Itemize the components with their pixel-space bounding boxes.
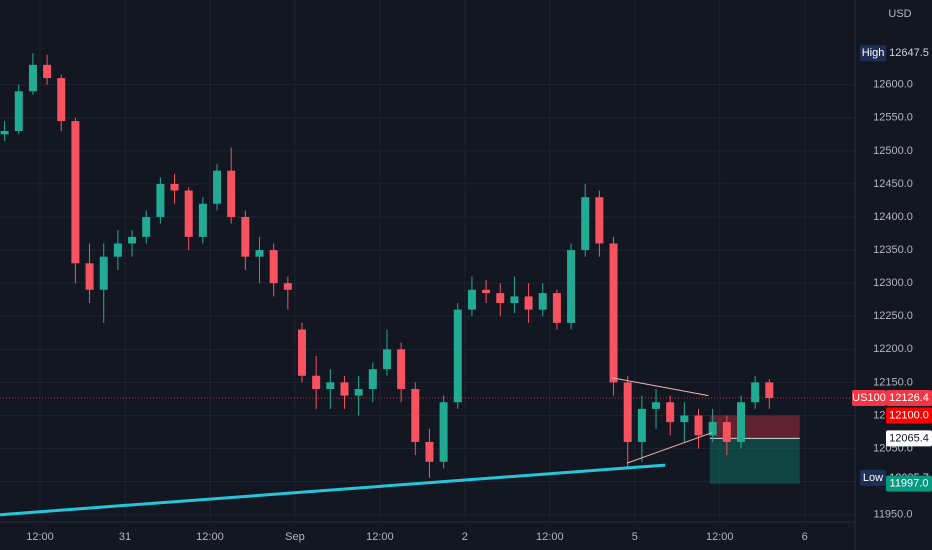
candle-body	[255, 250, 264, 257]
last-value-text: 12126.4	[889, 392, 929, 404]
candle-body	[510, 296, 519, 304]
candle-body	[708, 422, 717, 436]
candle-body	[326, 382, 335, 390]
x-tick-label: 12:00	[196, 531, 224, 543]
trendline	[626, 432, 713, 464]
candle-body	[340, 382, 349, 396]
candle-body	[666, 402, 675, 423]
x-tick-label: 6	[802, 531, 808, 543]
candle-body	[680, 415, 689, 423]
y-tick-label: 12350.0	[873, 244, 913, 256]
y-tick-label: 12500.0	[873, 145, 913, 157]
candle-body	[14, 91, 23, 131]
candle-body	[765, 382, 774, 399]
candle-body	[552, 293, 561, 323]
candle-body	[297, 329, 306, 376]
candle-body	[524, 296, 533, 310]
candle-body	[85, 263, 94, 290]
x-tick-label: 12:00	[536, 531, 564, 543]
candle-body	[227, 170, 236, 218]
candle-body	[0, 130, 9, 135]
candle-body	[156, 183, 165, 218]
low-name-box	[860, 469, 886, 486]
candle-body	[722, 422, 731, 442]
candle-body	[283, 283, 292, 290]
candle-body	[142, 217, 151, 237]
candle-body	[467, 289, 476, 310]
entry-text: 12065.4	[889, 432, 929, 444]
stop-text: 12100.0	[889, 409, 929, 421]
y-tick-label: 12400.0	[873, 211, 913, 223]
currency-label: USD	[888, 8, 911, 20]
y-tick-label: 11950.0	[874, 509, 913, 521]
trendline	[612, 377, 709, 397]
candle-body	[482, 289, 491, 294]
candle-body	[652, 402, 661, 409]
last-value-box	[886, 390, 932, 407]
x-tick-label: 12:00	[366, 531, 394, 543]
stop-zone	[709, 415, 800, 439]
candle-body	[595, 197, 604, 244]
candle-body	[425, 441, 434, 462]
y-tick-label: 12600.0	[873, 79, 913, 91]
last-name-box	[852, 390, 886, 407]
candle-body	[411, 389, 420, 442]
candle-body	[453, 309, 462, 403]
target-text: 11997.0	[890, 478, 929, 490]
candle-body	[354, 389, 363, 396]
y-tick-label: 12300.0	[873, 277, 913, 289]
x-tick-label: 12:00	[706, 531, 734, 543]
y-tick-label: 12550.0	[873, 112, 913, 124]
candle-body	[57, 78, 66, 122]
candle-body	[99, 256, 108, 290]
target-zone	[709, 438, 800, 484]
candle-body	[382, 349, 391, 370]
candle-body	[737, 402, 745, 442]
candle-body	[751, 382, 760, 403]
candle-body	[312, 375, 321, 390]
candle-body	[213, 170, 222, 204]
x-tick-label: 31	[119, 531, 131, 543]
candle-body	[269, 250, 278, 284]
y-tick-label: 12250.0	[873, 310, 913, 322]
candle-body	[496, 293, 505, 304]
trendline	[0, 463, 666, 517]
x-tick-label: Sep	[285, 531, 305, 543]
y-tick-label: 12150.0	[873, 376, 913, 388]
candle-body	[43, 64, 52, 79]
y-tick-label: 12200.0	[873, 343, 913, 355]
candle-body	[397, 349, 406, 390]
candle-body	[198, 203, 207, 237]
target-box	[886, 475, 932, 492]
candle-body	[538, 293, 547, 310]
last-name-text: US100	[852, 392, 886, 404]
entry-box	[886, 430, 932, 447]
candle-body	[368, 369, 377, 390]
candle-body	[184, 190, 193, 237]
high-name-box	[860, 45, 886, 62]
candle-body	[28, 64, 37, 92]
candle-body	[439, 402, 448, 462]
candle-body	[609, 243, 618, 383]
candle-body	[71, 121, 80, 264]
candle-body	[623, 382, 632, 442]
candle-body	[637, 408, 646, 442]
candle-body	[694, 415, 703, 436]
high-value-text: 12647.5	[889, 47, 929, 59]
high-value-box	[886, 45, 932, 62]
low-name-text: Low	[863, 472, 883, 484]
x-tick-label: 12:00	[26, 531, 54, 543]
high-name-text: High	[862, 47, 885, 59]
candle-body	[241, 217, 250, 257]
candle-body	[567, 250, 576, 323]
candle-body	[581, 197, 590, 251]
y-tick-label: 12450.0	[873, 178, 913, 190]
stop-box	[886, 407, 932, 424]
candle-body	[128, 236, 137, 244]
candle-body	[170, 183, 179, 191]
candle-body	[113, 243, 122, 257]
x-tick-label: 5	[632, 531, 638, 543]
x-tick-label: 2	[462, 531, 468, 543]
